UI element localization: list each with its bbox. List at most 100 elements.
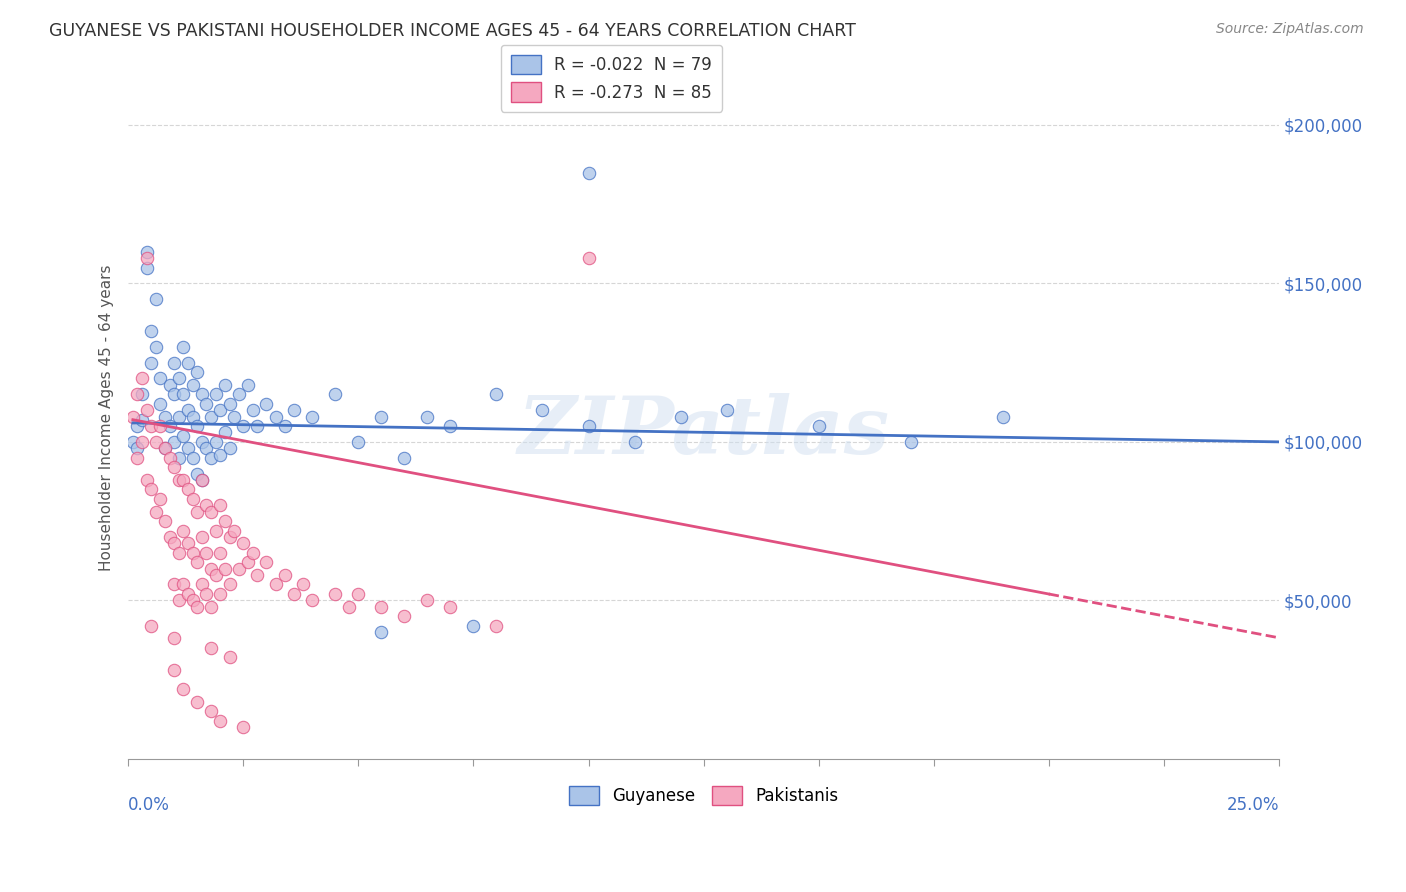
Point — [163, 387, 186, 401]
Point — [172, 387, 194, 401]
Point — [186, 365, 208, 379]
Text: Source: ZipAtlas.com: Source: ZipAtlas.com — [1216, 22, 1364, 37]
Point — [232, 720, 254, 734]
Point — [200, 409, 222, 424]
Point — [149, 419, 172, 434]
Point — [186, 599, 208, 614]
Point — [177, 356, 200, 370]
Point — [167, 450, 190, 465]
Point — [578, 165, 600, 179]
Point — [209, 714, 232, 728]
Point — [578, 251, 600, 265]
Point — [264, 577, 287, 591]
Point — [900, 434, 922, 449]
Point — [578, 419, 600, 434]
Point — [242, 403, 264, 417]
Point — [149, 397, 172, 411]
Point — [149, 491, 172, 506]
Point — [172, 340, 194, 354]
Point — [283, 403, 305, 417]
Point — [191, 387, 214, 401]
Point — [416, 593, 439, 607]
Point — [209, 403, 232, 417]
Point — [439, 599, 461, 614]
Text: GUYANESE VS PAKISTANI HOUSEHOLDER INCOME AGES 45 - 64 YEARS CORRELATION CHART: GUYANESE VS PAKISTANI HOUSEHOLDER INCOME… — [49, 22, 856, 40]
Point — [172, 577, 194, 591]
Point — [370, 599, 392, 614]
Point — [181, 546, 204, 560]
Point — [145, 505, 167, 519]
Point — [301, 593, 323, 607]
Point — [159, 530, 181, 544]
Point — [228, 387, 250, 401]
Point — [224, 524, 246, 538]
Point — [394, 450, 416, 465]
Point — [325, 587, 347, 601]
Point — [200, 599, 222, 614]
Point — [274, 419, 297, 434]
Point — [177, 441, 200, 455]
Point — [141, 618, 163, 632]
Point — [181, 593, 204, 607]
Point — [218, 650, 240, 665]
Point — [337, 599, 360, 614]
Point — [153, 441, 176, 455]
Point — [167, 473, 190, 487]
Point — [232, 536, 254, 550]
Point — [181, 409, 204, 424]
Point — [200, 450, 222, 465]
Point — [149, 371, 172, 385]
Point — [153, 441, 176, 455]
Point — [485, 387, 508, 401]
Point — [218, 397, 240, 411]
Point — [716, 403, 738, 417]
Point — [246, 568, 269, 582]
Point — [623, 434, 645, 449]
Point — [163, 663, 186, 677]
Point — [172, 473, 194, 487]
Point — [200, 704, 222, 718]
Point — [177, 403, 200, 417]
Point — [204, 568, 226, 582]
Point — [131, 413, 153, 427]
Point — [224, 409, 246, 424]
Point — [236, 377, 259, 392]
Point — [181, 377, 204, 392]
Point — [141, 356, 163, 370]
Point — [186, 467, 208, 481]
Point — [209, 498, 232, 512]
Point — [200, 561, 222, 575]
Point — [191, 473, 214, 487]
Point — [242, 546, 264, 560]
Point — [163, 434, 186, 449]
Point — [301, 409, 323, 424]
Point — [159, 377, 181, 392]
Point — [163, 536, 186, 550]
Point — [416, 409, 439, 424]
Point — [135, 251, 157, 265]
Point — [127, 441, 149, 455]
Point — [274, 568, 297, 582]
Text: ZIPatlas: ZIPatlas — [517, 393, 890, 470]
Point — [177, 536, 200, 550]
Point — [145, 293, 167, 307]
Point — [246, 419, 269, 434]
Point — [159, 450, 181, 465]
Point — [141, 483, 163, 497]
Point — [172, 681, 194, 696]
Point — [153, 409, 176, 424]
Point — [807, 419, 830, 434]
Point — [204, 524, 226, 538]
Point — [135, 244, 157, 259]
Point — [121, 409, 143, 424]
Point — [186, 555, 208, 569]
Point — [214, 561, 236, 575]
Point — [325, 387, 347, 401]
Point — [167, 409, 190, 424]
Point — [191, 530, 214, 544]
Point — [177, 587, 200, 601]
Point — [186, 695, 208, 709]
Point — [163, 356, 186, 370]
Text: 25.0%: 25.0% — [1226, 797, 1279, 814]
Point — [167, 593, 190, 607]
